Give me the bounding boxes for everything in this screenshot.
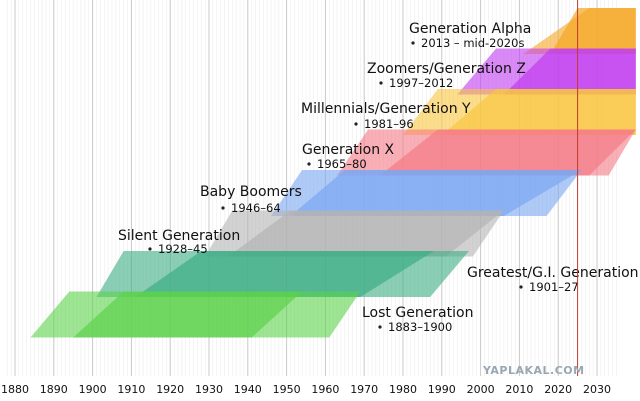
x-tick-label: 2000 [467, 383, 495, 396]
x-tick-label: 1890 [40, 383, 68, 396]
band-inner-trapezoid [379, 129, 636, 176]
band-inner-trapezoid [73, 291, 303, 338]
x-tick-label: 1940 [234, 383, 262, 396]
generation-years: 1946–64 [231, 201, 281, 215]
dot-icon [148, 247, 152, 251]
dot-icon [354, 122, 358, 126]
dot-icon [307, 162, 311, 166]
dot-icon [411, 41, 415, 45]
generation-bands [30, 8, 636, 338]
generation-band [523, 8, 636, 54]
x-tick-label: 1910 [117, 383, 145, 396]
generation-name: Zoomers/Generation Z [367, 61, 526, 77]
generation-name: Baby Boomers [200, 184, 302, 200]
dot-icon [378, 325, 382, 329]
x-tick-label: 1880 [1, 383, 29, 396]
x-tick-label: 2020 [544, 383, 572, 396]
generation-band [271, 170, 582, 216]
band-inner-trapezoid [550, 8, 636, 54]
x-tick-label: 2030 [583, 383, 611, 396]
band-inner-trapezoid [503, 48, 636, 95]
generation-name: Millennials/Generation Y [301, 101, 471, 117]
generation-name: Silent Generation [118, 228, 240, 244]
generation-band [457, 48, 636, 95]
x-axis: 1880 1890 1900 1910 1920 1930 1940 1950 1960 1970… [1, 383, 611, 396]
band-inner-trapezoid [135, 251, 435, 297]
x-tick-label: 1930 [195, 383, 223, 396]
generation-years: 2013 – mid-2020s [421, 36, 524, 50]
generation-years: 1883–1900 [388, 320, 452, 334]
generation-name: Greatest/G.I. Generation [467, 265, 639, 281]
x-tick-label: 1960 [311, 383, 339, 396]
x-tick-label: 1900 [79, 383, 107, 396]
generation-years: 1965–80 [317, 157, 367, 171]
x-tick-label: 1990 [428, 383, 456, 396]
watermark: YAPLAKAL.COM [482, 364, 585, 377]
generation-name: Lost Generation [362, 305, 473, 321]
generation-band [337, 129, 636, 176]
dot-icon [379, 81, 383, 85]
x-tick-label: 2010 [505, 383, 533, 396]
generation-years: 1997–2012 [389, 76, 453, 90]
generation-band [205, 210, 504, 257]
dot-icon [519, 285, 523, 289]
x-tick-label: 1950 [273, 383, 301, 396]
x-tick-label: 1970 [350, 383, 378, 396]
band-inner-trapezoid [290, 170, 582, 216]
x-tick-label: 1980 [389, 383, 417, 396]
generation-name: Generation X [302, 142, 395, 158]
generation-years: 1901–27 [529, 280, 579, 294]
generation-years: 1981–96 [364, 117, 414, 131]
generation-years: 1928–45 [158, 242, 208, 256]
band-inner-trapezoid [228, 210, 504, 257]
dot-icon [221, 206, 225, 210]
band-inner-trapezoid [441, 89, 636, 135]
generation-band [30, 291, 361, 338]
x-tick-label: 1920 [156, 383, 184, 396]
generation-name: Generation Alpha [409, 21, 531, 37]
generation-band [96, 251, 469, 297]
